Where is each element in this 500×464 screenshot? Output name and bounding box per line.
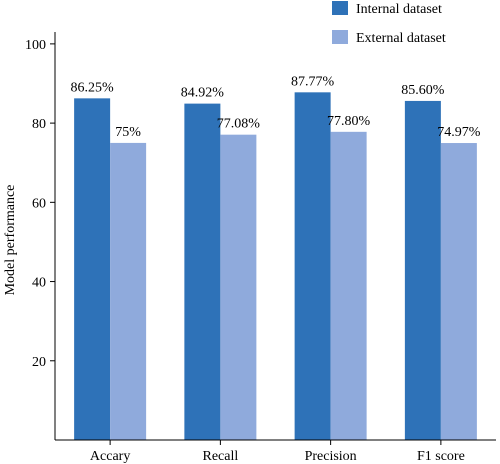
y-axis-title: Model performance — [3, 185, 18, 296]
x-tick-label: F1 score — [417, 449, 465, 464]
data-label: 74.97% — [437, 125, 481, 140]
data-label: 84.92% — [181, 86, 225, 101]
y-tick-label: 60 — [32, 196, 46, 211]
bar-internal — [74, 98, 111, 440]
legend-swatch — [332, 1, 348, 15]
x-tick-label: Accary — [90, 449, 130, 464]
bar-internal — [294, 92, 331, 440]
legend: Internal dataset External dataset — [332, 1, 446, 46]
x-tick-label: Precision — [305, 449, 357, 464]
bar-external — [440, 143, 477, 440]
bar-internal — [404, 100, 441, 441]
plot-area: 86.25% 75% 84.92% 77.08% 87.77% 77.80% 85.60% 7… — [71, 74, 481, 441]
y-tick-label: 40 — [32, 276, 46, 291]
data-label: 75% — [115, 125, 141, 140]
data-label: 77.80% — [327, 114, 371, 129]
bar-external — [220, 134, 257, 440]
y-tick-label: 100 — [25, 38, 46, 53]
x-tick-label: Recall — [202, 449, 238, 464]
data-label: 86.25% — [71, 80, 115, 95]
legend-swatch — [332, 30, 348, 44]
y-tick-label: 20 — [32, 355, 46, 370]
bar-external — [330, 131, 367, 441]
bar-external — [110, 142, 147, 440]
legend-label: Internal dataset — [356, 2, 442, 17]
data-label: 77.08% — [217, 117, 261, 132]
y-tick-label: 80 — [32, 117, 46, 132]
data-label: 85.60% — [401, 83, 445, 98]
legend-label: External dataset — [356, 31, 446, 46]
axes: 20 40 60 80 100 Accary Recall Precision F1 score — [25, 32, 496, 464]
data-label: 87.77% — [291, 74, 335, 89]
bar-internal — [184, 103, 221, 441]
